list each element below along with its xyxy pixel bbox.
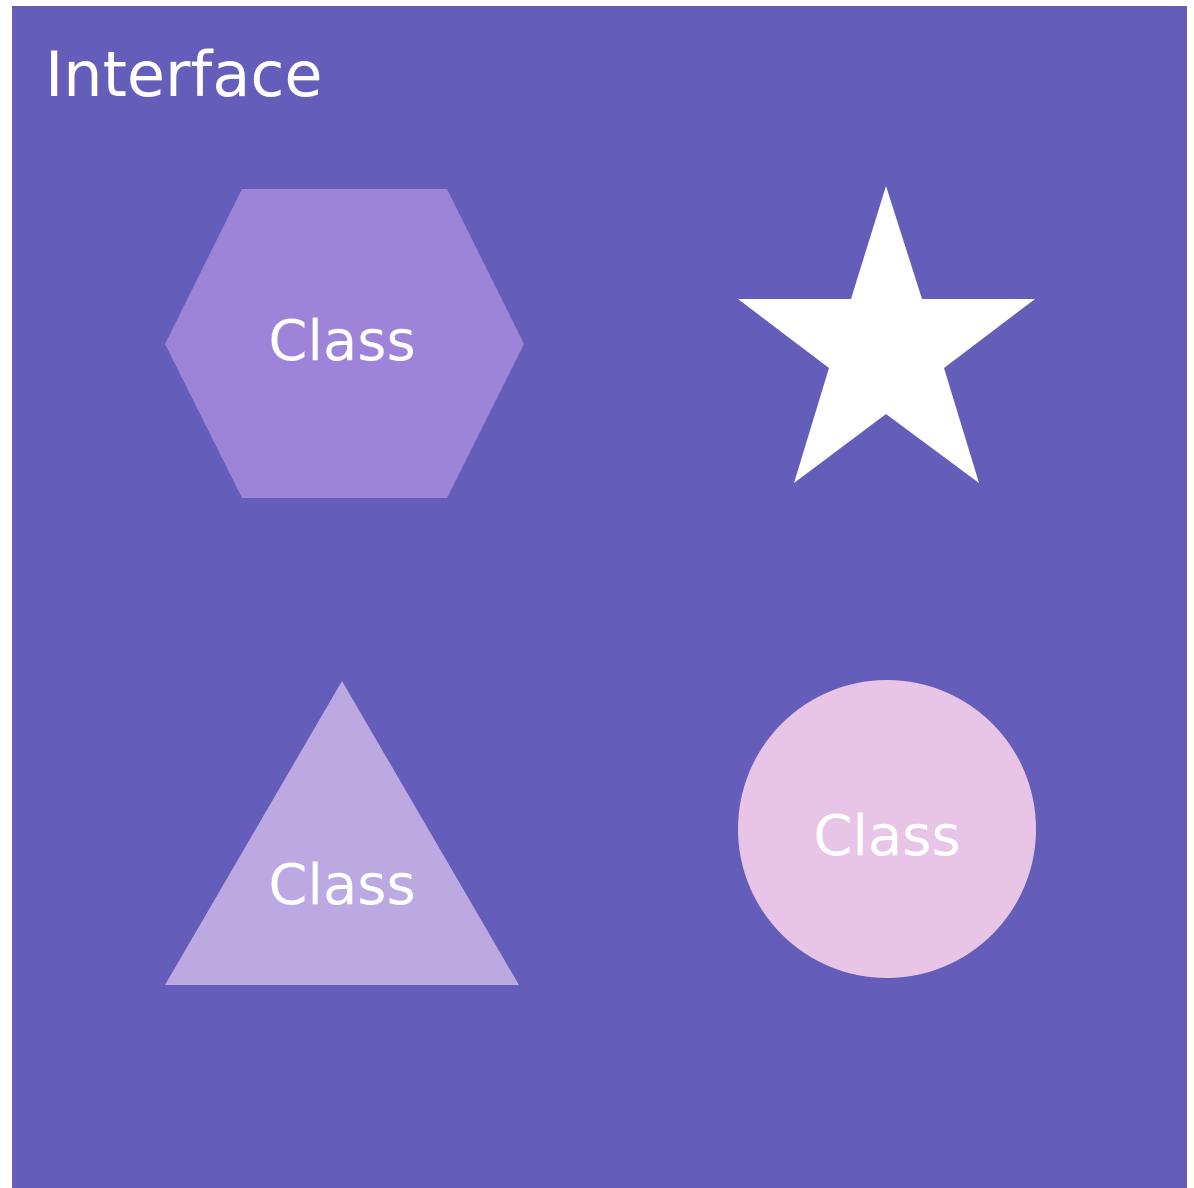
interface-container: Interface Class Class Class <box>12 6 1187 1188</box>
triangle-class: Class <box>165 681 519 985</box>
interface-background <box>12 6 1187 1188</box>
triangle-shape <box>165 681 519 985</box>
hexagon-label: Class <box>268 309 415 374</box>
hexagon-class: Class <box>165 189 524 498</box>
circle-shape <box>738 680 1036 978</box>
star-shape-group <box>738 186 1035 483</box>
hexagon-shape <box>165 189 524 498</box>
circle-class: Class <box>738 680 1036 978</box>
diagram-canvas: Interface Class Class Class <box>12 6 1187 1188</box>
circle-label: Class <box>813 804 960 869</box>
triangle-label: Class <box>268 853 415 918</box>
star-icon <box>738 186 1035 483</box>
interface-title: Interface <box>45 38 323 111</box>
